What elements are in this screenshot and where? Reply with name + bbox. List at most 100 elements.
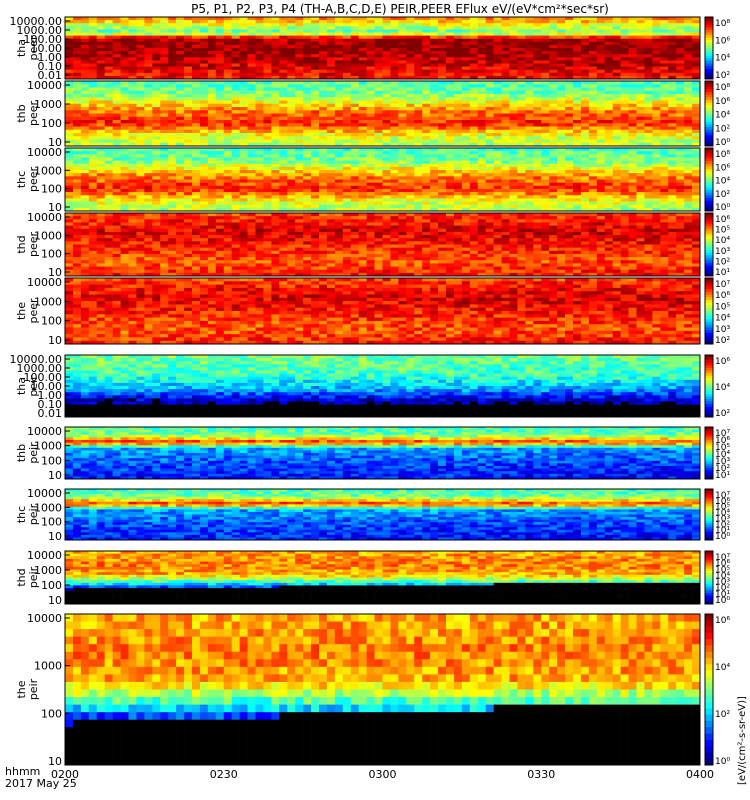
spectrogram-cell [176,26,185,30]
spectrogram-cell [398,20,407,24]
spectrogram-cell [565,38,574,43]
spectrogram-cell [660,160,669,165]
spectrogram-cell [215,94,225,98]
spectrogram-cell [660,48,669,52]
spectrogram-cell [128,185,137,190]
spectrogram-cell [144,120,153,124]
spectrogram-cell [231,90,240,95]
colorbar-segment [705,184,713,188]
spectrogram-cell [358,185,367,190]
spectrogram-cell [144,154,153,158]
spectrogram-cell [525,204,534,209]
spectrogram-cell [509,170,518,174]
spectrogram-cell [184,23,193,27]
spectrogram-cell [644,100,653,105]
spectrogram-cell [406,60,415,64]
spectrogram-cell [152,87,161,92]
spectrogram-cell [612,44,621,49]
spectrogram-cell [636,97,645,101]
spectrogram-cell [184,90,193,95]
spectrogram-cell [692,136,701,140]
spectrogram-cell [168,188,177,193]
spectrogram-cell [207,38,217,43]
spectrogram-cell [382,157,391,161]
spectrogram-cell [271,166,280,171]
spectrogram-cell [334,185,344,190]
spectrogram-cell [72,35,82,39]
spectrogram-cell [525,195,534,199]
spectrogram-cell [644,188,653,193]
spectrogram-cell [684,20,693,24]
spectrogram-cell [342,163,352,168]
spectrogram-cell [684,163,693,168]
spectrogram-cell [342,81,352,85]
spectrogram-cell [350,90,359,95]
spectrogram-cell [557,81,566,85]
spectrogram-cell [390,151,399,155]
spectrogram-cell [303,44,312,49]
spectrogram-cell [549,26,558,30]
spectrogram-cell [406,63,415,67]
spectrogram-cell [176,66,185,70]
spectrogram-cell [660,94,669,98]
spectrogram-cell [549,204,558,209]
spectrogram-cell [231,198,240,202]
spectrogram-cell [247,84,256,88]
spectrogram-cell [509,90,518,95]
spectrogram-cell [199,192,209,196]
spectrogram-cell [549,173,558,177]
spectrogram-cell [184,136,193,140]
spectrogram-cell [287,201,296,205]
spectrogram-cell [184,204,193,209]
spectrogram-cell [334,201,344,205]
spectrogram-cell [319,185,328,190]
spectrogram-cell [612,116,621,121]
spectrogram-cell [136,41,145,46]
spectrogram-cell [477,163,486,168]
spectrogram-cell [533,41,542,46]
spectrogram-cell [461,136,471,140]
spectrogram-cell [517,133,526,137]
spectrogram-cell [128,157,137,161]
spectrogram-cell [501,100,510,105]
spectrogram-cell [295,163,304,168]
spectrogram-cell [580,154,590,158]
spectrogram-cell [311,38,320,43]
spectrogram-cell [215,154,225,158]
spectrogram-cell [612,151,621,155]
spectrogram-cell [374,120,383,124]
spectrogram-cell [160,94,169,98]
spectrogram-cell [279,60,288,64]
spectrogram-cell [636,35,645,39]
spectrogram-cell [271,116,280,121]
spectrogram-cell [525,157,534,161]
spectrogram-cell [596,81,606,85]
spectrogram-cell [263,23,272,27]
spectrogram-cell [112,97,121,101]
spectrogram-cell [636,69,645,74]
spectrogram-cell [136,151,145,155]
spectrogram-cell [422,160,431,165]
spectrogram-cell [588,157,598,161]
spectrogram-cell [676,188,685,193]
spectrogram-cell [199,41,209,46]
spectrogram-cell [596,201,606,205]
spectrogram-cell [660,75,669,80]
spectrogram-cell [533,63,542,67]
spectrogram-cell [303,133,312,137]
spectrogram-cell [509,51,518,55]
spectrogram-cell [438,57,447,61]
colorbar-segment [705,192,713,196]
spectrogram-cell [112,29,121,33]
spectrogram-cell [509,87,518,92]
spectrogram-cell [271,75,280,80]
spectrogram-cell [319,123,328,127]
spectrogram-cell [573,195,582,199]
spectrogram-cell [319,48,328,52]
spectrogram-cell [342,126,352,131]
spectrogram-cell [65,66,74,70]
spectrogram-cell [414,54,423,58]
spectrogram-cell [184,107,193,111]
spectrogram-cell [533,139,542,144]
spectrogram-cell [398,32,407,36]
